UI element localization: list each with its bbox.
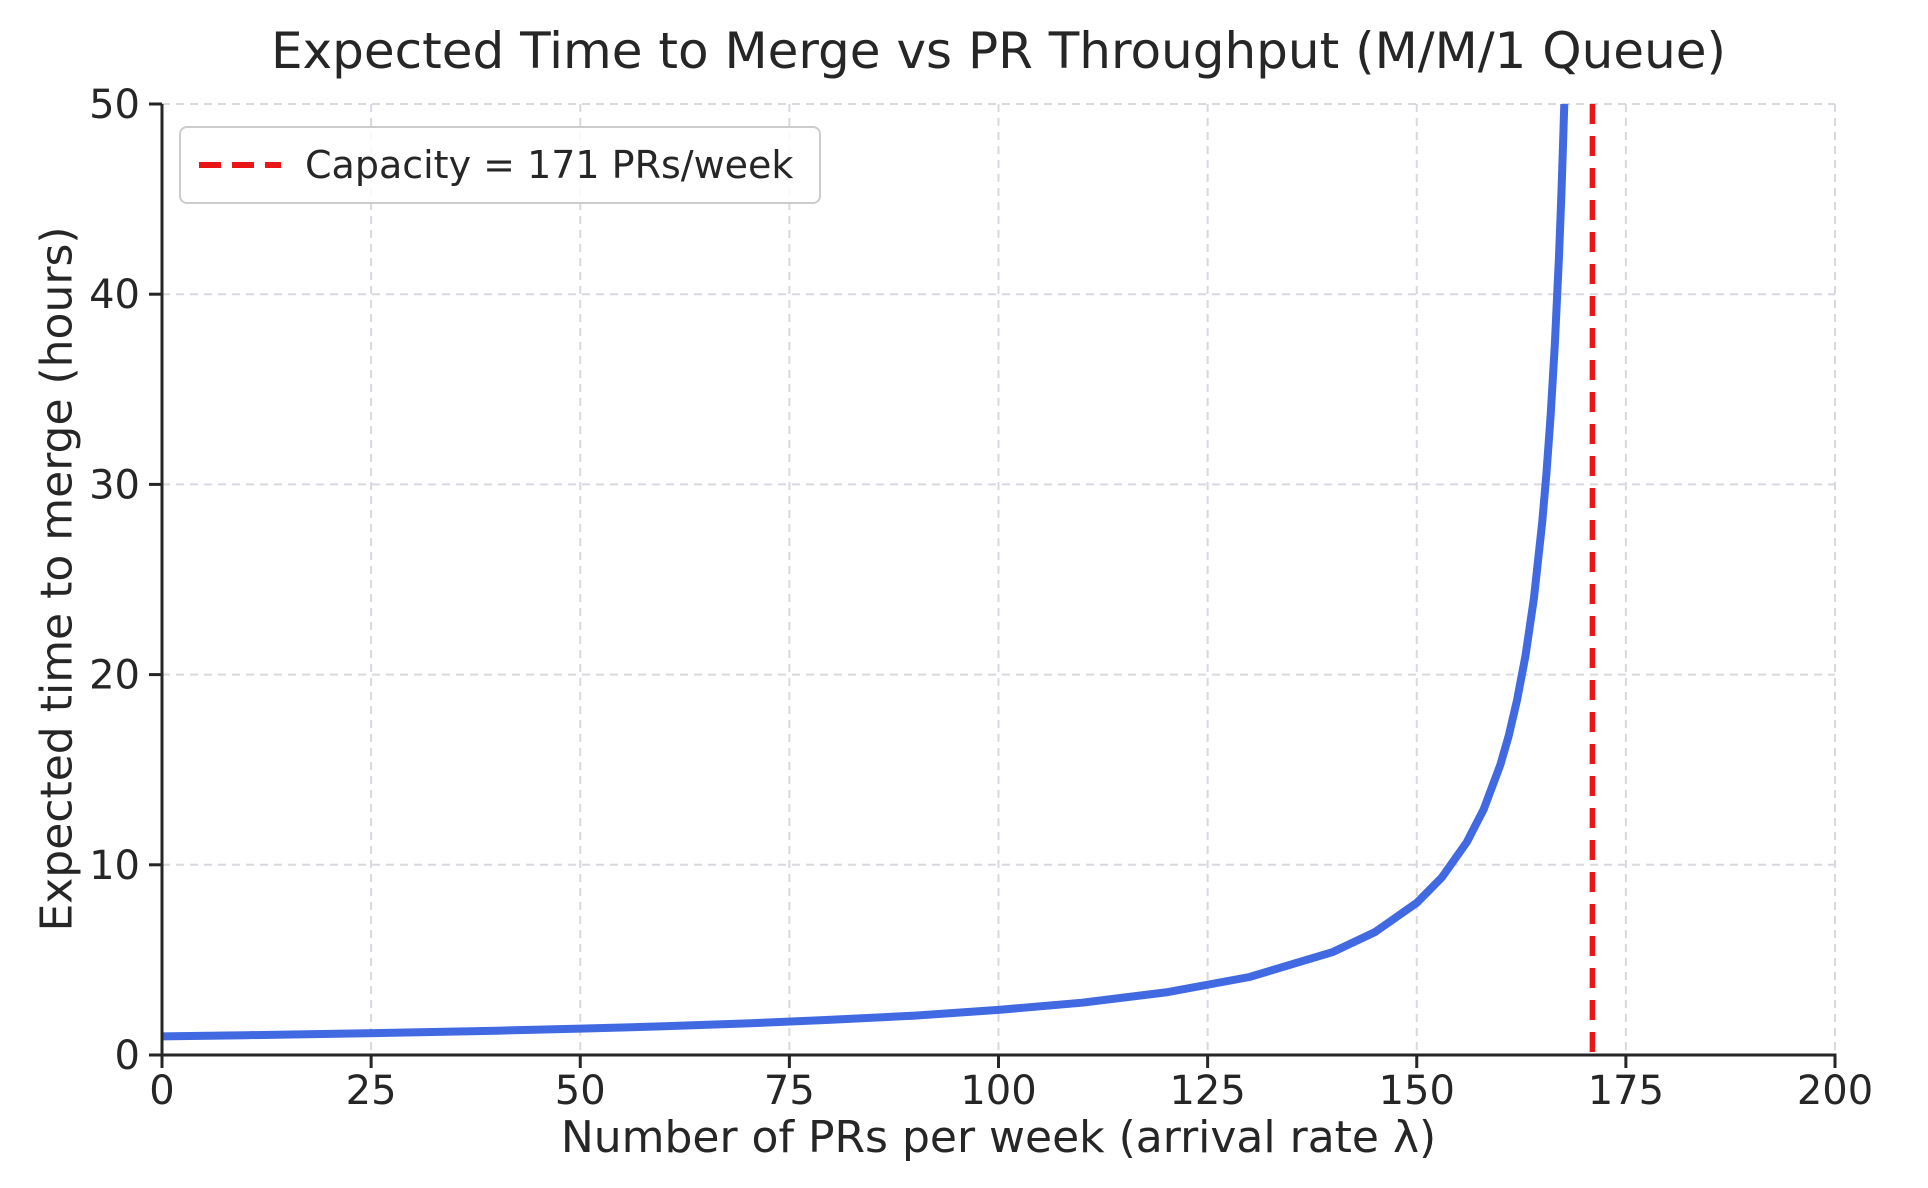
y-tick-label: 40 — [89, 272, 140, 318]
x-tick-label: 50 — [555, 1068, 606, 1114]
y-tick-label: 20 — [89, 653, 140, 699]
x-tick-label: 100 — [960, 1068, 1036, 1114]
y-tick-label: 50 — [89, 82, 140, 128]
x-axis-label: Number of PRs per week (arrival rate λ) — [560, 1112, 1437, 1163]
legend-label: Capacity = 171 PRs/week — [305, 143, 794, 187]
x-tick-label: 175 — [1588, 1068, 1664, 1114]
x-tick-label: 150 — [1379, 1068, 1455, 1114]
x-tick-label: 125 — [1169, 1068, 1245, 1114]
y-axis-label: Expected time to merge (hours) — [31, 226, 83, 932]
wait-time-curve — [162, 104, 1569, 1041]
x-tick-label: 75 — [764, 1068, 815, 1114]
x-tick-label: 0 — [149, 1068, 174, 1114]
x-tick-label: 25 — [346, 1068, 397, 1114]
x-tick-label: 200 — [1797, 1068, 1873, 1114]
legend: Capacity = 171 PRs/week — [179, 126, 822, 204]
y-tick-label: 30 — [89, 462, 140, 508]
chart-title: Expected Time to Merge vs PR Throughput … — [270, 22, 1727, 80]
capacity-dashed-line-icon — [199, 162, 281, 168]
y-tick-label: 10 — [89, 843, 140, 889]
y-tick-label: 0 — [115, 1033, 140, 1079]
